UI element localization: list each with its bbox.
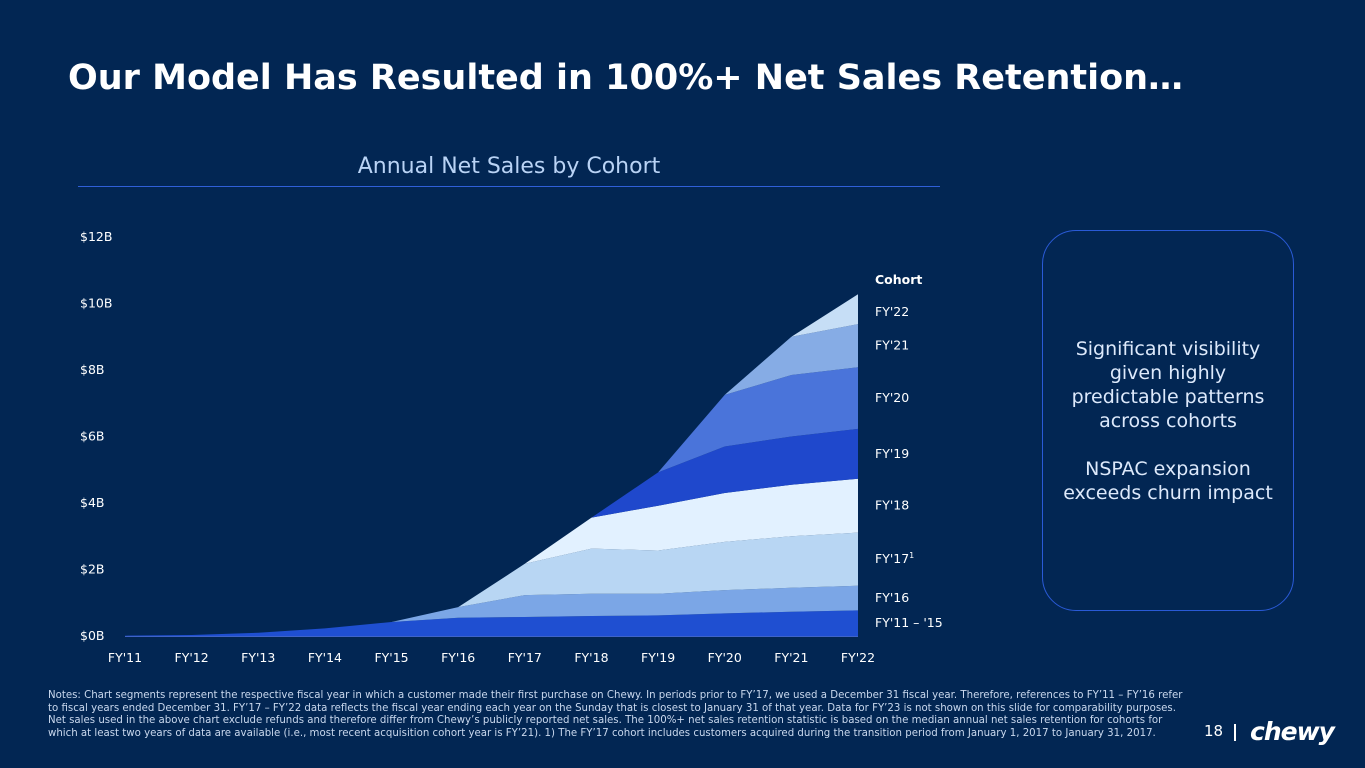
x-tick-label: FY'19 bbox=[641, 650, 675, 665]
x-tick-label: FY'22 bbox=[841, 650, 875, 665]
x-tick-label: FY'16 bbox=[441, 650, 475, 665]
page-divider bbox=[1234, 724, 1236, 741]
callout-nspac-text: NSPAC expansion exceeds churn impact bbox=[1063, 457, 1273, 504]
x-tick-label: FY'15 bbox=[374, 650, 408, 665]
slide-title: Our Model Has Resulted in 100%+ Net Sale… bbox=[68, 58, 1184, 98]
chart-title: Annual Net Sales by Cohort bbox=[357, 154, 661, 179]
cohort-legend: Cohort FY'11 – '15 FY'16 FY'171 FY'18 FY'19 FY… bbox=[875, 272, 943, 630]
y-axis: $0B $2B $4B $6B $8B $10B $12B bbox=[80, 229, 112, 643]
y-tick-label: $6B bbox=[80, 429, 104, 444]
x-tick-label: FY'21 bbox=[774, 650, 808, 665]
page-number: 18 bbox=[1204, 722, 1224, 740]
legend-label: FY'16 bbox=[875, 590, 909, 605]
legend-label: FY'171 bbox=[875, 551, 914, 566]
x-tick-label: FY'18 bbox=[574, 650, 608, 665]
chart-title-rule bbox=[78, 186, 940, 187]
x-tick-label: FY'12 bbox=[175, 650, 209, 665]
y-tick-label: $8B bbox=[80, 362, 104, 377]
y-tick-label: $2B bbox=[80, 562, 104, 577]
legend-label: FY'11 – '15 bbox=[875, 615, 943, 630]
legend-label: FY'21 bbox=[875, 338, 909, 353]
x-axis: FY'11 FY'12 FY'13 FY'14 FY'15 FY'16 FY'17 FY'18… bbox=[108, 636, 875, 665]
x-tick-label: FY'17 bbox=[508, 650, 542, 665]
area-fy-20 bbox=[125, 367, 858, 636]
visibility-callout: Significant visibility given highly pred… bbox=[1042, 230, 1294, 611]
x-tick-label: FY'20 bbox=[708, 650, 742, 665]
legend-label: FY'18 bbox=[875, 498, 909, 513]
x-tick-label: FY'14 bbox=[308, 650, 342, 665]
legend-label: FY'20 bbox=[875, 390, 909, 405]
area-fy-16 bbox=[125, 585, 858, 636]
x-tick-label: FY'11 bbox=[108, 650, 142, 665]
legend-title: Cohort bbox=[875, 272, 922, 287]
footnotes: Notes: Chart segments represent the resp… bbox=[48, 690, 1183, 739]
y-tick-label: $4B bbox=[80, 495, 104, 510]
area-fy-11-15 bbox=[125, 610, 858, 636]
y-tick-label: $0B bbox=[80, 628, 104, 643]
callout-visibility-text: Significant visibility given highly pred… bbox=[1071, 337, 1265, 432]
area-fy-19 bbox=[125, 428, 858, 636]
cohort-areas bbox=[125, 294, 858, 636]
area-fy-18 bbox=[125, 478, 858, 636]
legend-label: FY'19 bbox=[875, 446, 909, 461]
y-tick-label: $10B bbox=[80, 296, 112, 311]
legend-label: FY'22 bbox=[875, 304, 909, 319]
y-tick-label: $12B bbox=[80, 229, 112, 244]
chewy-logo: chewy bbox=[1250, 717, 1335, 746]
area-fy-21 bbox=[125, 324, 858, 636]
x-tick-label: FY'13 bbox=[241, 650, 275, 665]
area-fy-17 bbox=[125, 532, 858, 636]
